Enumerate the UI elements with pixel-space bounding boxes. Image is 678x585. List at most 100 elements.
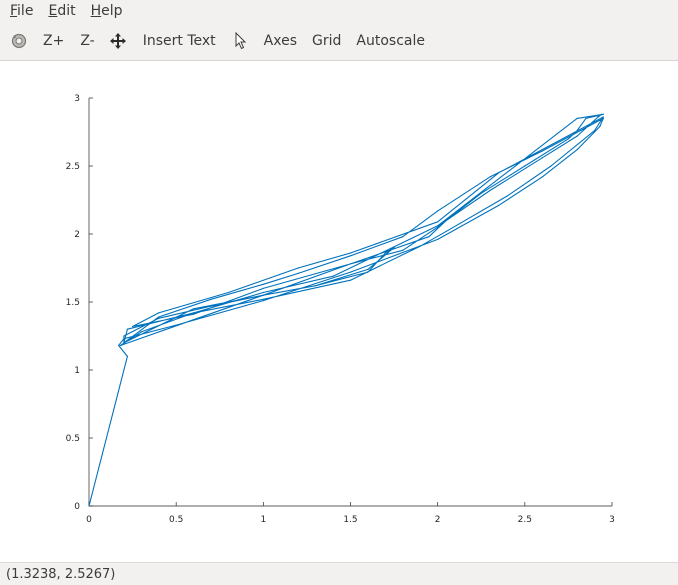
data-point (297, 267, 299, 269)
select-pointer-button[interactable] (230, 30, 252, 52)
x-tick-label: 0 (86, 515, 92, 525)
data-point (262, 294, 264, 296)
y-tick-label: 0 (74, 502, 80, 512)
toolbar: Z+ Z- Insert Text Axes Grid Autoscale (0, 22, 678, 61)
data-point (437, 238, 439, 240)
data-point (428, 236, 430, 238)
data-point (402, 236, 404, 238)
series-line (88, 113, 604, 507)
data-point (445, 230, 447, 232)
data-point (541, 176, 543, 178)
data-point (349, 255, 352, 257)
y-tick-label: 0.5 (66, 434, 80, 444)
x-tick-label: 1 (260, 515, 266, 525)
data-point (123, 335, 125, 337)
data-point (118, 344, 120, 347)
data-point (419, 245, 421, 247)
x-tick-label: 0.5 (169, 515, 183, 525)
data-point (576, 135, 578, 137)
data-point (576, 130, 578, 132)
menu-help[interactable]: Help (81, 3, 128, 19)
data-point (393, 247, 395, 249)
data-point (193, 312, 195, 314)
grid-button[interactable]: Grid (312, 33, 342, 49)
data-point (119, 344, 121, 347)
plot-canvas[interactable]: 0 0.5 1 1.5 2 2.5 3 0 0.5 1 1.5 2 2.5 3 (0, 61, 678, 562)
data-point (489, 189, 491, 192)
data-point (599, 126, 601, 128)
data-point (140, 331, 142, 333)
axes-button[interactable]: Axes (263, 33, 297, 49)
data-area (88, 113, 604, 507)
y-tick-label: 1.5 (66, 298, 80, 308)
data-point (498, 204, 500, 206)
data-point (367, 271, 369, 273)
data-point (437, 210, 439, 212)
data-point (193, 313, 195, 315)
data-point (437, 226, 439, 228)
data-point (88, 505, 90, 507)
data-point (349, 279, 352, 281)
pan-button[interactable] (107, 30, 129, 52)
menu-edit[interactable]: Edit (38, 3, 80, 19)
data-point (126, 355, 128, 357)
menu-bar: File Edit Help (0, 0, 678, 22)
data-point (602, 117, 604, 119)
data-point (498, 172, 500, 174)
menu-help-mnemonic: H (90, 3, 102, 19)
axes: 0 0.5 1 1.5 2 2.5 3 0 0.5 1 1.5 2 2.5 3 (66, 94, 615, 525)
data-point (594, 130, 596, 132)
data-point (227, 291, 230, 294)
data-point (384, 252, 386, 254)
data-point (332, 275, 334, 277)
pan-arrows-icon (109, 33, 126, 49)
data-point (193, 308, 195, 310)
data-point (602, 116, 604, 118)
data-point (210, 298, 212, 300)
data-point (602, 113, 604, 115)
data-point (262, 291, 264, 294)
data-point (158, 317, 160, 319)
data-point (402, 249, 404, 251)
data-point (585, 117, 587, 119)
y-tick-label: 2 (74, 230, 80, 240)
data-point (262, 283, 264, 285)
menu-edit-mnemonic: E (48, 3, 58, 19)
data-point (367, 268, 369, 270)
plot-svg: 0 0.5 1 1.5 2 2.5 3 0 0.5 1 1.5 2 2.5 3 (66, 94, 615, 525)
zoom-in-button[interactable]: Z+ (43, 33, 65, 49)
data-point (506, 195, 508, 197)
menu-help-label: elp (101, 3, 123, 19)
data-point (158, 316, 160, 318)
zoom-out-button[interactable]: Z- (80, 33, 95, 49)
data-point (262, 287, 264, 289)
menu-edit-label: dit (57, 3, 76, 19)
data-point (437, 221, 439, 223)
status-bar: (1.3238, 2.5267) (0, 562, 678, 585)
menu-file[interactable]: File (0, 3, 38, 19)
x-tick-label: 1.5 (343, 515, 357, 525)
data-point (576, 149, 578, 151)
data-point (126, 328, 128, 330)
data-point (600, 113, 603, 115)
data-point (315, 285, 317, 287)
y-tick-label: 2.5 (66, 162, 80, 172)
pointer-icon (235, 32, 246, 50)
data-point (541, 157, 543, 159)
y-tick-label: 1 (74, 366, 80, 376)
y-tick-label: 3 (74, 94, 80, 104)
menu-file-mnemonic: F (10, 3, 18, 19)
data-point (349, 263, 352, 265)
menu-file-label: ile (17, 3, 34, 19)
data-point (567, 138, 570, 140)
data-point (210, 305, 212, 307)
data-point (158, 312, 160, 314)
autoscale-button[interactable]: Autoscale (356, 33, 425, 49)
data-point (489, 176, 491, 178)
rotate-button[interactable] (8, 30, 30, 52)
data-point (193, 319, 195, 321)
data-point (576, 117, 578, 119)
data-point (524, 165, 526, 167)
data-point (297, 272, 299, 274)
insert-text-button[interactable]: Insert Text (142, 33, 216, 49)
